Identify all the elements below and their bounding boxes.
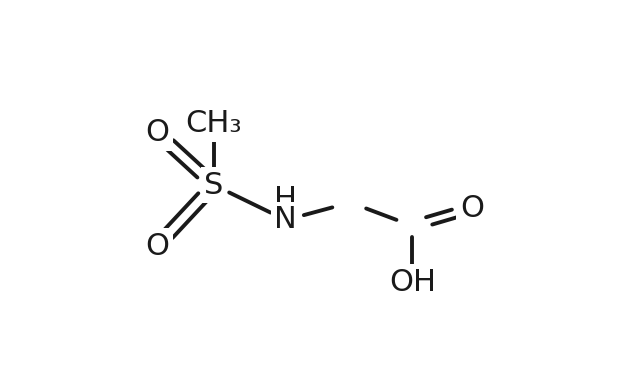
Text: O: O bbox=[145, 232, 169, 261]
Text: O: O bbox=[460, 194, 484, 223]
Text: O: O bbox=[145, 118, 169, 147]
Text: S: S bbox=[204, 170, 223, 200]
Text: N: N bbox=[275, 206, 297, 234]
Text: H: H bbox=[275, 185, 298, 214]
Text: CH₃: CH₃ bbox=[186, 110, 242, 138]
Text: OH: OH bbox=[389, 268, 436, 297]
